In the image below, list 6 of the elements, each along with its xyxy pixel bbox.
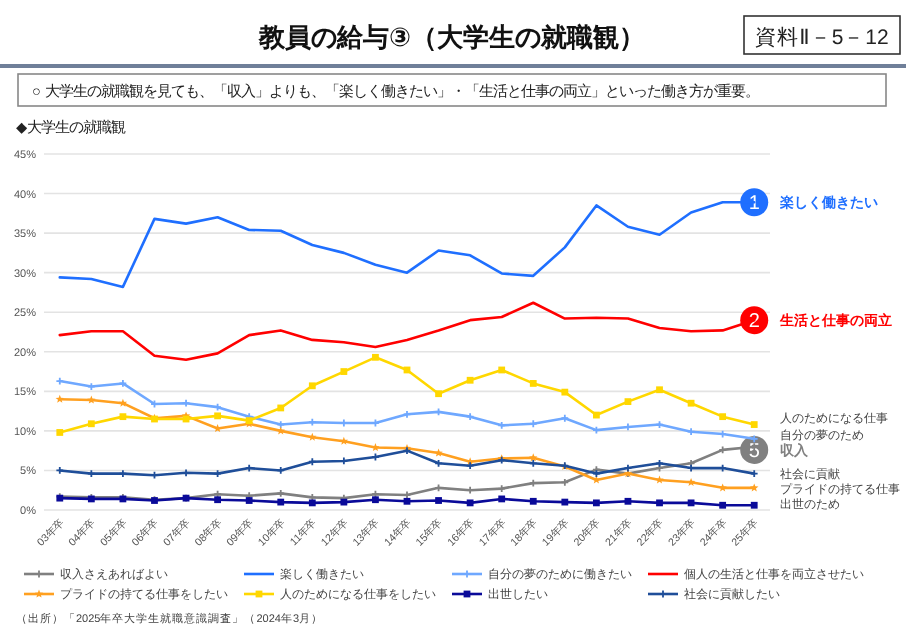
badge: 1 <box>740 188 769 217</box>
text: 資料Ⅱ－5－12 <box>755 24 890 50</box>
chart-title: 教員の給与③（大学生の就職観） <box>256 22 646 52</box>
badge: 2 <box>740 306 769 335</box>
annotation: 1 <box>748 193 761 216</box>
annotation: 2 <box>748 311 761 334</box>
